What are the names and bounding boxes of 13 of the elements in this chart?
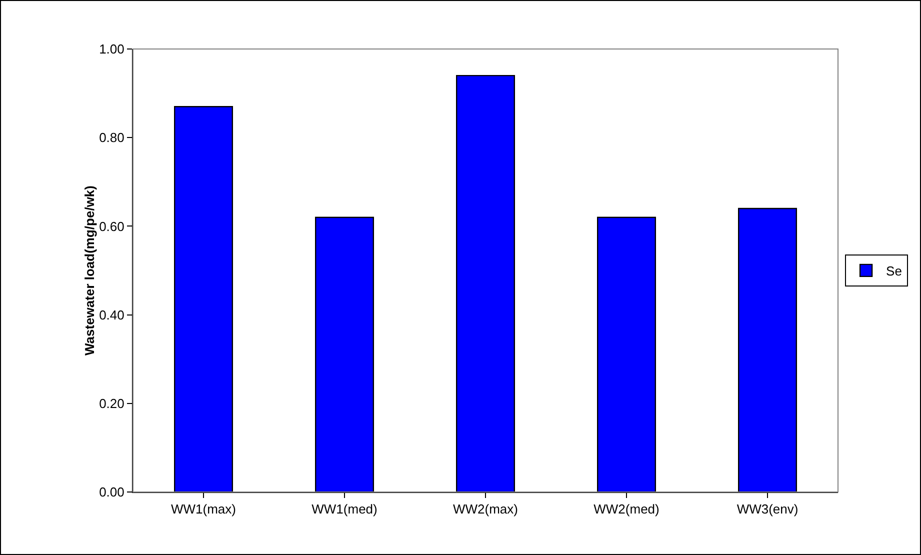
x-tick-label: WW1(med) xyxy=(312,502,378,517)
x-tick-label: WW2(max) xyxy=(453,502,518,517)
y-axis-title: Wastewater load(mg/pe/wk) xyxy=(82,186,98,356)
y-tick-label: 0.40 xyxy=(99,307,124,322)
y-tick-label: 0.80 xyxy=(99,130,124,146)
y-tick-label: 0.60 xyxy=(99,218,124,234)
y-tick-label: 0.20 xyxy=(99,396,124,411)
x-tick-label: WW2(med) xyxy=(594,502,660,517)
x-tick-label: WW3(env) xyxy=(736,502,798,517)
x-tick-label: WW1(max) xyxy=(171,502,236,517)
y-tick-label: 1.00 xyxy=(99,42,124,57)
y-tick-label: 0.00 xyxy=(99,484,124,500)
legend-label: Se xyxy=(886,264,902,279)
